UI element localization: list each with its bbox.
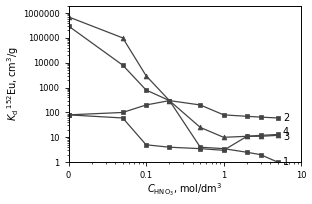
Text: 3: 3 — [283, 132, 289, 142]
Y-axis label: $K_{\mathrm{d}}\,^{152}\mathrm{Eu}$, cm$^3$/g: $K_{\mathrm{d}}\,^{152}\mathrm{Eu}$, cm$… — [6, 47, 21, 121]
X-axis label: $C_{\mathrm{HNO_3}}$, mol/dm$^3$: $C_{\mathrm{HNO_3}}$, mol/dm$^3$ — [147, 182, 222, 198]
Text: 4: 4 — [283, 127, 289, 137]
Text: 1: 1 — [283, 157, 289, 167]
Text: 2: 2 — [283, 113, 289, 123]
